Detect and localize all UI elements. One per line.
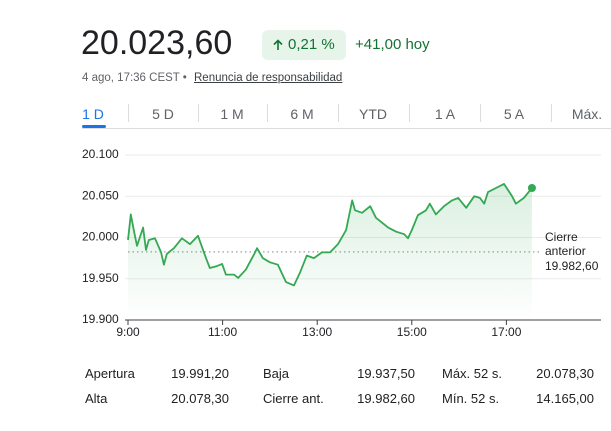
chart: 19.900 19.950 20.000 20.050 20.100 9:00 11:00 1… [82, 147, 601, 339]
stat-value: 19.982,60 [357, 391, 415, 406]
disclaimer-link[interactable]: Renuncia de responsabilidad [194, 72, 343, 84]
up-arrow [273, 39, 283, 50]
stat-label: Baja [263, 366, 290, 381]
previous-close-value: 19.982,60 [545, 259, 599, 273]
change-badge: 0,21 % [262, 30, 346, 60]
tab-separator [479, 104, 481, 122]
x-tick-label: 17:00 [491, 325, 521, 339]
y-tick-label: 20.000 [82, 230, 119, 244]
tab[interactable]: 1 M [220, 106, 244, 122]
tab-separator [197, 104, 199, 122]
stat-value: 20.078,30 [171, 391, 229, 406]
stat-value: 19.991,20 [171, 366, 229, 381]
timestamp: 4 ago, 17:36 CEST • [82, 72, 187, 84]
price: 20.023,60 [81, 24, 233, 62]
y-tick-label: 20.050 [82, 188, 119, 202]
x-tick-label: 9:00 [116, 325, 140, 339]
y-tick-label: 20.100 [82, 147, 119, 161]
tab-separator [128, 104, 129, 122]
tab-separator [267, 104, 268, 122]
last-point [527, 184, 536, 192]
y-tick-label: 19.950 [82, 271, 119, 285]
tab[interactable]: 1 D [82, 106, 104, 122]
stat-value: 14.165,00 [536, 391, 594, 406]
change-pct: 0,21 % [288, 36, 335, 53]
stat-label: Cierre ant. [263, 391, 324, 406]
y-tick-label: 19.900 [82, 312, 119, 326]
x-tick-label: 13:00 [302, 325, 332, 339]
tab[interactable]: 5 A [503, 106, 525, 122]
tab-divider [82, 128, 611, 129]
area [128, 183, 532, 320]
previous-close-label: Cierre anterior [545, 230, 586, 258]
stat-label: Apertura [85, 366, 135, 381]
stat-value: 19.937,50 [357, 366, 415, 381]
stat-label: Alta [85, 391, 108, 406]
tab[interactable]: 6 M [290, 106, 314, 122]
stat-label: Máx. 52 s. [442, 366, 502, 381]
x-tick-label: 15:00 [397, 325, 427, 339]
price-line [127, 183, 533, 287]
tab-indicator [82, 125, 106, 128]
tab-separator [337, 104, 339, 122]
tab[interactable]: 5 D [152, 106, 174, 122]
tab-separator [550, 104, 552, 122]
stat-value: 20.078,30 [536, 366, 594, 381]
tab[interactable]: 1 A [434, 106, 456, 122]
x-tick-label: 11:00 [208, 325, 237, 339]
tab[interactable]: YTD [359, 106, 387, 122]
tab-separator [409, 104, 410, 122]
stat-label: Mín. 52 s. [442, 391, 500, 406]
tab[interactable]: Máx. [571, 106, 603, 122]
change-abs: +41,00 hoy [355, 36, 430, 53]
